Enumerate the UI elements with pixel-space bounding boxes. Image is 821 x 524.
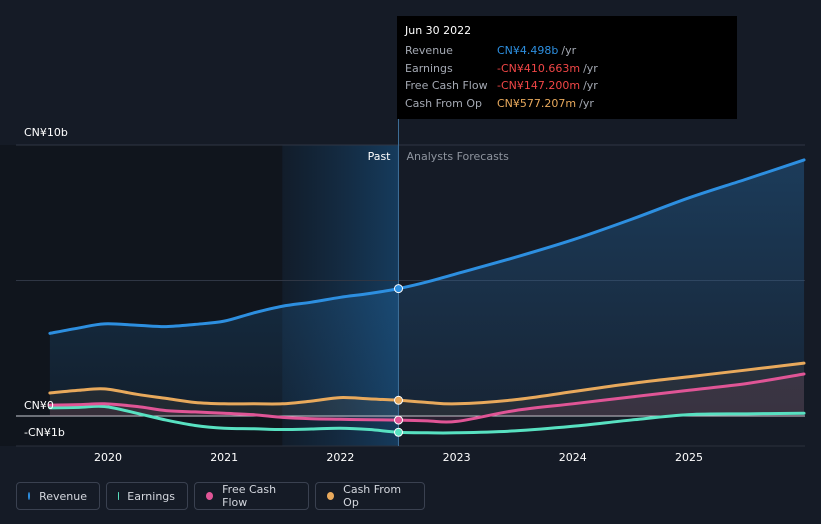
- free-cash-flow-marker: [394, 415, 403, 425]
- past-label: Past: [368, 150, 392, 163]
- tooltip-value: CN¥577.207m: [497, 96, 577, 110]
- earnings-marker: [394, 427, 403, 437]
- tooltip-unit: /yr: [579, 96, 594, 110]
- y-axis-label: CN¥10b: [24, 126, 68, 139]
- x-tick-label: 2021: [210, 451, 238, 464]
- legend: Revenue Earnings Free Cash Flow Cash Fro…: [16, 482, 425, 510]
- cash-from-op-line: [48, 361, 806, 406]
- tooltip-unit: /yr: [561, 44, 577, 58]
- tooltip-value: CN¥4.498b: [497, 44, 559, 58]
- legend-label: Cash From Op: [343, 483, 402, 509]
- cash-from-op-area: [49, 363, 805, 416]
- legend-label: Revenue: [39, 489, 87, 503]
- earnings-line: [48, 404, 806, 435]
- tooltip-value: -CN¥410.663m: [497, 61, 581, 75]
- revenue-dot-icon: [28, 492, 31, 500]
- legend-item-earnings[interactable]: Earnings: [106, 482, 188, 510]
- tooltip-row-free-cash-flow: Free Cash Flow -CN¥147.200m /yr: [405, 77, 729, 95]
- x-tick-label: 2023: [443, 451, 471, 464]
- legend-label: Free Cash Flow: [222, 483, 277, 509]
- y-axis-label: CN¥0: [24, 399, 54, 412]
- tooltip-date: Jun 30 2022: [405, 24, 472, 37]
- legend-label: Earnings: [127, 489, 175, 503]
- tooltip-row-revenue: Revenue CN¥4.498b /yr: [405, 42, 729, 60]
- legend-item-revenue[interactable]: Revenue: [16, 482, 100, 510]
- tooltip-label: Earnings: [405, 61, 453, 75]
- free-cash-flow-line: [48, 372, 806, 424]
- revenue-line: [48, 158, 806, 335]
- tooltip-label: Cash From Op: [405, 96, 483, 110]
- tooltip-unit: /yr: [583, 61, 598, 75]
- x-tick-label: 2022: [326, 451, 354, 464]
- cash-from-op-marker: [394, 395, 403, 405]
- legend-item-cash-from-op[interactable]: Cash From Op: [315, 482, 425, 510]
- tooltip-row-earnings: Earnings -CN¥410.663m /yr: [405, 60, 729, 78]
- tooltip-unit: /yr: [583, 79, 598, 93]
- cash-from-op-dot-icon: [327, 492, 335, 500]
- free-cash-flow-dot-icon: [206, 492, 214, 500]
- free-cash-flow-area: [49, 373, 805, 423]
- tooltip-row-cash-from-op: Cash From Op CN¥577.207m /yr: [405, 95, 729, 113]
- forecast-label: Analysts Forecasts: [407, 150, 510, 163]
- revenue-area: [49, 159, 805, 416]
- tooltip-label: Free Cash Flow: [405, 79, 488, 93]
- x-tick-label: 2024: [559, 451, 587, 464]
- revenue-marker: [394, 284, 403, 294]
- tooltip-value: -CN¥147.200m: [497, 79, 581, 93]
- y-axis-label: -CN¥1b: [24, 426, 65, 439]
- tooltip: Jun 30 2022 Revenue CN¥4.498b /yr Earnin…: [397, 16, 737, 119]
- x-tick-label: 2020: [94, 451, 122, 464]
- tooltip-label: Revenue: [405, 44, 453, 58]
- legend-item-free-cash-flow[interactable]: Free Cash Flow: [194, 482, 309, 510]
- x-tick-label: 2025: [675, 451, 703, 464]
